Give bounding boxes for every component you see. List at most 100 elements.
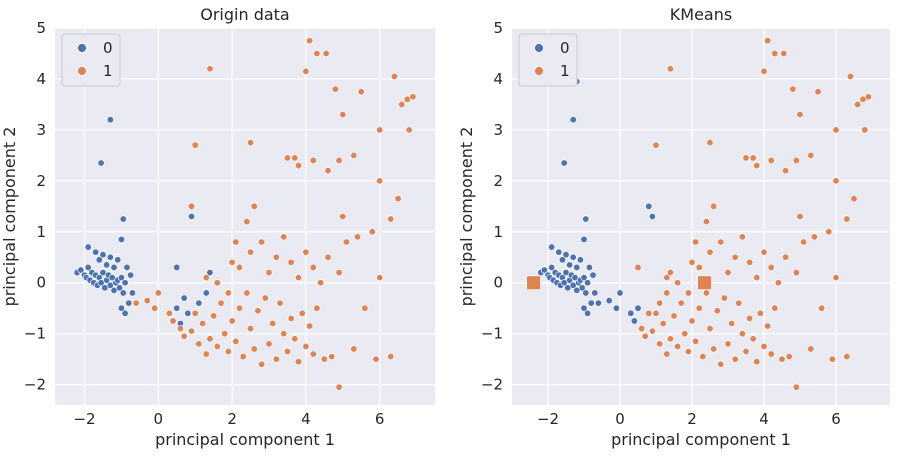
point-series-1: [247, 248, 255, 256]
point-series-0: [206, 269, 214, 277]
point-series-0: [569, 116, 577, 124]
y-tick-label: 3: [493, 121, 503, 139]
point-series-0: [587, 299, 595, 307]
point-series-0: [580, 274, 588, 282]
point-series-1: [652, 141, 660, 149]
point-series-1: [807, 151, 815, 159]
point-series-0: [117, 274, 125, 282]
point-series-1: [771, 49, 779, 57]
point-series-0: [580, 235, 588, 243]
point-series-1: [634, 263, 642, 271]
point-series-1: [796, 213, 804, 221]
point-series-1: [294, 162, 302, 170]
point-series-1: [832, 274, 840, 282]
point-series-1: [235, 304, 243, 312]
x-tick-label: 2: [227, 410, 237, 428]
point-series-1: [309, 156, 317, 164]
point-series-1: [843, 353, 851, 361]
point-series-1: [376, 177, 384, 185]
point-series-1: [764, 322, 772, 330]
point-series-1: [250, 202, 258, 210]
point-series-1: [313, 49, 321, 57]
point-series-1: [151, 304, 159, 312]
legend-marker-0: [77, 43, 87, 53]
point-series-1: [771, 304, 779, 312]
points: [73, 37, 417, 391]
y-tick-label: −2: [481, 376, 503, 394]
point-series-1: [291, 154, 299, 162]
point-series-1: [254, 307, 262, 315]
point-series-1: [372, 355, 380, 363]
x-tick-label: 6: [375, 410, 385, 428]
point-series-1: [354, 233, 362, 241]
point-series-1: [854, 100, 862, 108]
point-series-0: [195, 299, 203, 307]
point-series-1: [390, 72, 398, 80]
point-series-1: [764, 37, 772, 45]
point-series-1: [774, 279, 782, 287]
y-tick-label: −2: [24, 376, 46, 394]
point-series-1: [210, 312, 218, 320]
point-series-1: [258, 238, 266, 246]
point-series-0: [594, 299, 602, 307]
point-series-1: [306, 322, 314, 330]
point-series-1: [792, 383, 800, 391]
point-series-1: [339, 111, 347, 119]
point-series-1: [728, 319, 736, 327]
y-tick-label: 1: [493, 223, 503, 241]
point-series-0: [116, 284, 124, 292]
x-axis-label: principal component 1: [611, 430, 791, 449]
legend-marker-0: [534, 43, 544, 53]
point-series-1: [280, 233, 288, 241]
point-series-0: [605, 297, 613, 305]
point-series-1: [702, 289, 710, 297]
point-series-1: [760, 342, 768, 350]
point-series-1: [749, 335, 757, 343]
point-series-1: [706, 325, 714, 333]
point-series-1: [287, 258, 295, 266]
point-series-0: [106, 253, 114, 261]
point-series-1: [638, 325, 646, 333]
point-series-1: [724, 340, 732, 348]
point-series-0: [616, 289, 624, 297]
point-series-1: [398, 100, 406, 108]
x-tick-label: 0: [615, 410, 625, 428]
point-series-0: [584, 279, 592, 287]
point-series-1: [645, 309, 653, 317]
point-series-1: [807, 345, 815, 353]
point-series-1: [749, 154, 757, 162]
point-series-0: [119, 289, 127, 297]
point-series-1: [206, 65, 214, 73]
point-series-1: [217, 299, 225, 307]
point-series-1: [409, 93, 417, 101]
point-series-1: [864, 93, 872, 101]
x-tick-label: 4: [759, 410, 769, 428]
x-tick-label: 2: [687, 410, 697, 428]
plot-area: [512, 28, 890, 405]
point-series-1: [677, 299, 685, 307]
point-series-1: [276, 299, 284, 307]
point-series-1: [753, 274, 761, 282]
legend-marker-1: [77, 66, 87, 76]
point-series-1: [313, 304, 321, 312]
point-series-1: [800, 238, 808, 246]
point-series-1: [324, 253, 332, 261]
chart-kmeans: −2 0 2 4 6 −2 −1 0 1 2 3 4 5 KMeans principal compon…: [457, 5, 890, 449]
point-series-1: [753, 162, 761, 170]
point-series-1: [846, 72, 854, 80]
y-tick-label: 2: [36, 172, 46, 190]
point-series-1: [317, 279, 325, 287]
point-series-1: [778, 355, 786, 363]
point-series-0: [125, 299, 133, 307]
point-series-1: [720, 294, 728, 302]
point-series-1: [387, 353, 395, 361]
point-series-0: [585, 263, 593, 271]
point-series-1: [228, 258, 236, 266]
point-series-1: [258, 360, 266, 368]
point-series-1: [250, 345, 258, 353]
y-tick-label: 4: [493, 70, 503, 88]
point-series-0: [121, 279, 129, 287]
point-series-1: [695, 304, 703, 312]
point-series-1: [674, 342, 682, 350]
